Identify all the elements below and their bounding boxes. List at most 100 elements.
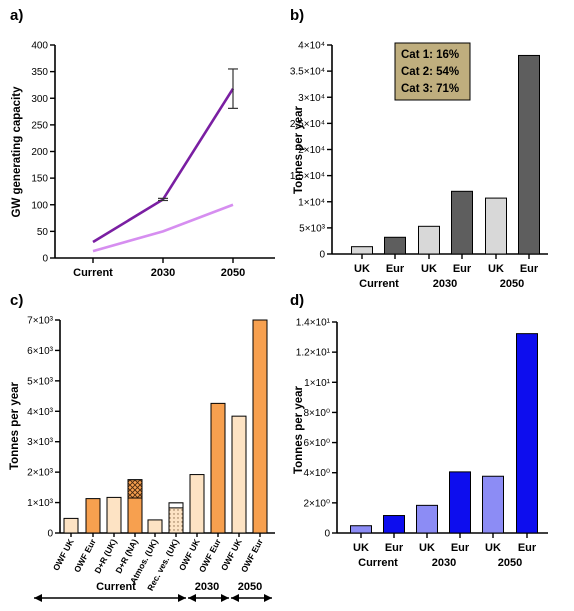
b-group-label: 2030 <box>433 278 457 290</box>
d-x-tick-label: UK <box>353 542 369 554</box>
d-y-tick-label: 1×10¹ <box>304 378 331 389</box>
b-legend-entry: Cat 1: 16% <box>401 49 459 61</box>
d-y-tick-label: 8×10⁰ <box>303 408 330 419</box>
c-y-tick-label: 7×10³ <box>27 316 54 327</box>
panel-label-b: b) <box>290 7 304 24</box>
a-y-tick-label: 250 <box>31 120 48 131</box>
b-y-tick-label: 2.5×10⁴ <box>290 119 325 130</box>
d-y-tick-label: 6×10⁰ <box>303 438 330 449</box>
a-x-tick-label: 2050 <box>221 267 245 279</box>
b-y-tick-label: 5×10³ <box>299 223 326 234</box>
c-arrow-head <box>188 594 196 602</box>
a-y-tick-label: 350 <box>31 67 48 78</box>
d-bar <box>350 525 372 534</box>
c-y-tick-label: 0 <box>47 529 53 540</box>
d-y-tick-label: 4×10⁰ <box>303 468 330 479</box>
a-y-tick-label: 50 <box>37 227 49 238</box>
b-y-tick-label: 1×10⁴ <box>298 197 325 208</box>
c-y-axis-title: Tonnes per year <box>9 381 21 470</box>
b-y-tick-label: 0 <box>319 250 325 261</box>
a-series-line <box>92 203 234 253</box>
a-x-tick-label: 2030 <box>151 267 175 279</box>
c-bar-hatch <box>127 479 143 499</box>
c-arrow-head <box>264 594 272 602</box>
b-bar <box>418 225 440 255</box>
d-y-tick-label: 1.2×10¹ <box>296 348 331 359</box>
b-x-tick-label: UK <box>354 263 370 275</box>
a-y-tick-label: 200 <box>31 147 48 158</box>
b-bar <box>451 190 473 255</box>
d-x-tick-label: UK <box>485 542 501 554</box>
c-group-label: 2030 <box>195 581 219 593</box>
a-y-tick-label: 100 <box>31 200 48 211</box>
b-bar <box>351 246 373 255</box>
a-x-tick-label: Current <box>73 267 113 279</box>
b-group-label: Current <box>359 278 399 290</box>
d-group-label: Current <box>358 557 398 569</box>
b-group-label: 2050 <box>500 278 524 290</box>
b-x-tick-label: Eur <box>520 263 539 275</box>
d-bar <box>383 515 405 534</box>
c-arrow-head <box>178 594 186 602</box>
panel-label-a: a) <box>10 7 23 24</box>
c-arrow-head <box>231 594 239 602</box>
c-bar <box>85 498 101 534</box>
d-y-tick-label: 2×10⁰ <box>303 498 330 509</box>
b-x-tick-label: UK <box>421 263 437 275</box>
c-bar <box>147 519 163 534</box>
b-legend-entry: Cat 2: 54% <box>401 66 459 78</box>
b-y-tick-label: 1.5×10⁴ <box>290 171 325 182</box>
c-y-tick-label: 3×10³ <box>27 437 54 448</box>
d-x-tick-label: Eur <box>385 542 404 554</box>
b-bar <box>518 54 540 255</box>
b-bar <box>485 197 507 255</box>
c-bar <box>106 496 122 534</box>
b-y-tick-label: 2×10⁴ <box>298 145 325 156</box>
c-bar <box>252 319 268 534</box>
c-group-label: Current <box>96 581 136 593</box>
b-y-tick-label: 4×10⁴ <box>298 41 325 52</box>
d-bar <box>482 475 504 534</box>
c-bar <box>210 402 226 534</box>
c-bar <box>63 517 79 534</box>
b-x-tick-label: Eur <box>386 263 405 275</box>
d-x-tick-label: Eur <box>518 542 537 554</box>
d-group-label: 2030 <box>432 557 456 569</box>
c-bar <box>231 415 247 534</box>
a-y-tick-label: 400 <box>31 41 48 52</box>
b-y-tick-label: 3.5×10⁴ <box>290 67 325 78</box>
b-x-tick-label: Eur <box>453 263 472 275</box>
c-bar <box>189 474 205 534</box>
c-y-tick-label: 5×10³ <box>27 376 54 387</box>
a-series-line <box>92 87 235 244</box>
c-y-tick-label: 2×10³ <box>27 468 54 479</box>
b-legend-box <box>394 42 471 101</box>
a-y-tick-label: 300 <box>31 94 48 105</box>
panel-label-c: c) <box>10 292 23 309</box>
a-y-axis-title: GW generating capacity <box>11 86 23 218</box>
c-y-tick-label: 6×10³ <box>27 346 54 357</box>
d-x-tick-label: Eur <box>451 542 470 554</box>
c-y-tick-label: 4×10³ <box>27 407 54 418</box>
a-y-tick-label: 0 <box>42 254 48 265</box>
d-bar <box>516 333 538 534</box>
c-arrow-head <box>34 594 42 602</box>
d-bar <box>416 504 438 534</box>
d-group-label: 2050 <box>498 557 522 569</box>
d-y-axis-title: Tonnes per year <box>293 385 305 474</box>
c-arrow-head <box>221 594 229 602</box>
d-x-tick-label: UK <box>419 542 435 554</box>
b-y-axis-title: Tonnes per year <box>293 105 305 194</box>
c-group-label: 2050 <box>238 581 262 593</box>
b-bar <box>384 236 406 255</box>
c-y-tick-label: 1×10³ <box>27 498 54 509</box>
b-y-tick-label: 3×10⁴ <box>298 93 325 104</box>
b-x-tick-label: UK <box>488 263 504 275</box>
d-bar <box>449 471 471 534</box>
d-y-tick-label: 0 <box>324 529 330 540</box>
a-y-tick-label: 150 <box>31 174 48 185</box>
d-y-tick-label: 1.4×10¹ <box>296 318 331 329</box>
b-legend-entry: Cat 3: 71% <box>401 83 459 95</box>
panel-label-d: d) <box>290 292 304 309</box>
